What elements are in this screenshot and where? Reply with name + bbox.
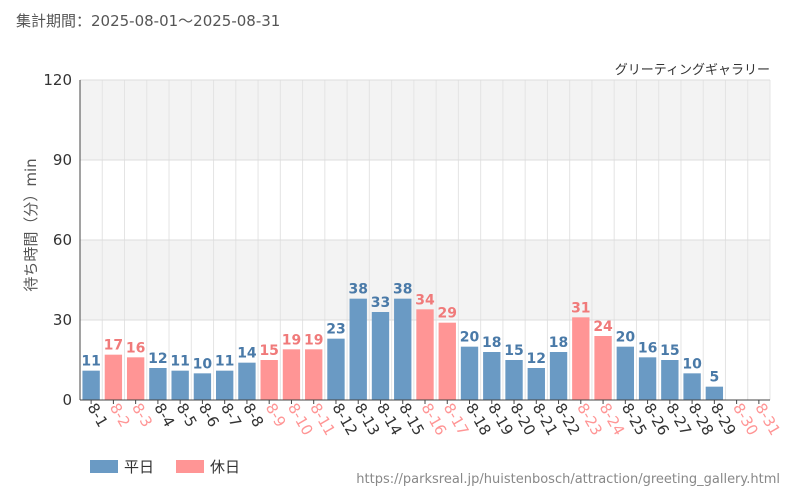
legend-item-weekday: 平日 xyxy=(90,456,154,477)
value-label-8-29: 5 xyxy=(709,370,719,386)
value-label-8-28: 10 xyxy=(682,356,702,372)
plot-band xyxy=(80,160,770,240)
bar-8-19 xyxy=(483,352,501,400)
value-label-8-14: 33 xyxy=(371,295,390,311)
value-label-8-1: 11 xyxy=(81,354,100,370)
y-tick-label: 60 xyxy=(53,231,72,249)
bar-8-24 xyxy=(594,336,612,400)
bar-8-22 xyxy=(549,352,568,400)
value-label-8-17: 29 xyxy=(438,306,457,322)
weekday-swatch xyxy=(90,460,118,473)
legend-label-weekday: 平日 xyxy=(124,458,155,476)
x-tick-label-8-3: 8-3 xyxy=(128,400,156,430)
value-label-8-2: 17 xyxy=(104,338,123,354)
bar-8-7 xyxy=(215,370,234,400)
bar-8-20 xyxy=(505,360,523,400)
legend-item-holiday: 休日 xyxy=(176,456,240,477)
value-label-8-3: 16 xyxy=(126,340,145,356)
plot-band xyxy=(80,80,770,160)
value-label-8-8: 14 xyxy=(237,346,257,362)
value-label-8-6: 10 xyxy=(193,356,213,372)
x-tick-label-8-6: 8-6 xyxy=(195,400,223,430)
y-tick-label: 30 xyxy=(53,311,72,329)
bar-8-23 xyxy=(572,317,590,400)
value-label-8-27: 15 xyxy=(660,343,679,359)
bar-8-10 xyxy=(282,349,301,400)
plot-band xyxy=(80,240,770,320)
value-label-8-20: 15 xyxy=(504,343,523,359)
holiday-swatch xyxy=(176,460,205,473)
bar-8-11 xyxy=(305,349,323,400)
bar-8-5 xyxy=(171,370,189,400)
value-label-8-26: 16 xyxy=(638,340,657,356)
y-tick-label: 120 xyxy=(43,71,72,89)
value-label-8-24: 24 xyxy=(593,319,613,335)
value-label-8-9: 15 xyxy=(259,343,278,359)
value-label-8-7: 11 xyxy=(215,354,234,370)
value-label-8-21: 12 xyxy=(527,351,546,367)
bar-8-6 xyxy=(193,373,212,400)
bar-8-1 xyxy=(82,370,100,400)
value-label-8-11: 19 xyxy=(304,332,323,348)
bar-8-3 xyxy=(126,357,145,400)
legend-label-holiday: 休日 xyxy=(210,458,241,476)
value-label-8-15: 38 xyxy=(393,282,412,298)
value-label-8-4: 12 xyxy=(148,351,167,367)
value-label-8-5: 11 xyxy=(170,354,189,370)
bar-8-27 xyxy=(661,360,679,400)
bar-8-13 xyxy=(349,298,367,400)
y-tick-label: 0 xyxy=(62,391,72,409)
bar-8-21 xyxy=(527,368,545,400)
x-tick-label-8-7: 8-7 xyxy=(217,400,245,430)
bar-8-8 xyxy=(238,362,256,400)
source-url: https://parksreal.jp/huistenbosch/attrac… xyxy=(356,472,780,487)
y-tick-label: 90 xyxy=(53,151,72,169)
value-label-8-12: 23 xyxy=(326,322,345,338)
x-tick-label-8-8: 8-8 xyxy=(239,400,267,430)
value-label-8-10: 19 xyxy=(282,332,301,348)
bar-8-12 xyxy=(327,338,345,400)
value-label-8-18: 20 xyxy=(460,330,480,346)
bar-8-9 xyxy=(260,360,278,400)
value-label-8-22: 18 xyxy=(549,335,568,351)
value-label-8-23: 31 xyxy=(571,300,590,316)
bar-8-26 xyxy=(638,357,657,400)
bar-8-29 xyxy=(705,386,724,400)
chart-title: グリーティングギャラリー xyxy=(615,63,770,78)
x-tick-label-8-2: 8-2 xyxy=(106,400,134,430)
bar-8-4 xyxy=(149,368,167,400)
bar-8-18 xyxy=(460,346,479,400)
x-tick-label-8-1: 8-1 xyxy=(84,400,112,430)
value-label-8-16: 34 xyxy=(415,292,435,308)
value-label-8-19: 18 xyxy=(482,335,501,351)
x-tick-label-8-5: 8-5 xyxy=(173,400,201,430)
bar-8-14 xyxy=(371,312,390,400)
bar-8-17 xyxy=(438,322,456,400)
value-label-8-25: 20 xyxy=(616,330,636,346)
x-tick-label-8-9: 8-9 xyxy=(262,400,290,430)
x-tick-label-8-4: 8-4 xyxy=(150,400,178,430)
y-axis-label: 待ち時間（分）min xyxy=(22,158,40,291)
bar-8-15 xyxy=(394,298,412,400)
period-label: 集計期間：2025-08-01～2025-08-31 xyxy=(16,12,281,30)
bar-8-16 xyxy=(416,309,434,400)
bar-8-28 xyxy=(683,373,701,400)
bar-8-2 xyxy=(104,354,123,400)
legend: 平日 休日 xyxy=(90,456,262,477)
bar-8-25 xyxy=(616,346,635,400)
value-label-8-13: 38 xyxy=(348,282,367,298)
